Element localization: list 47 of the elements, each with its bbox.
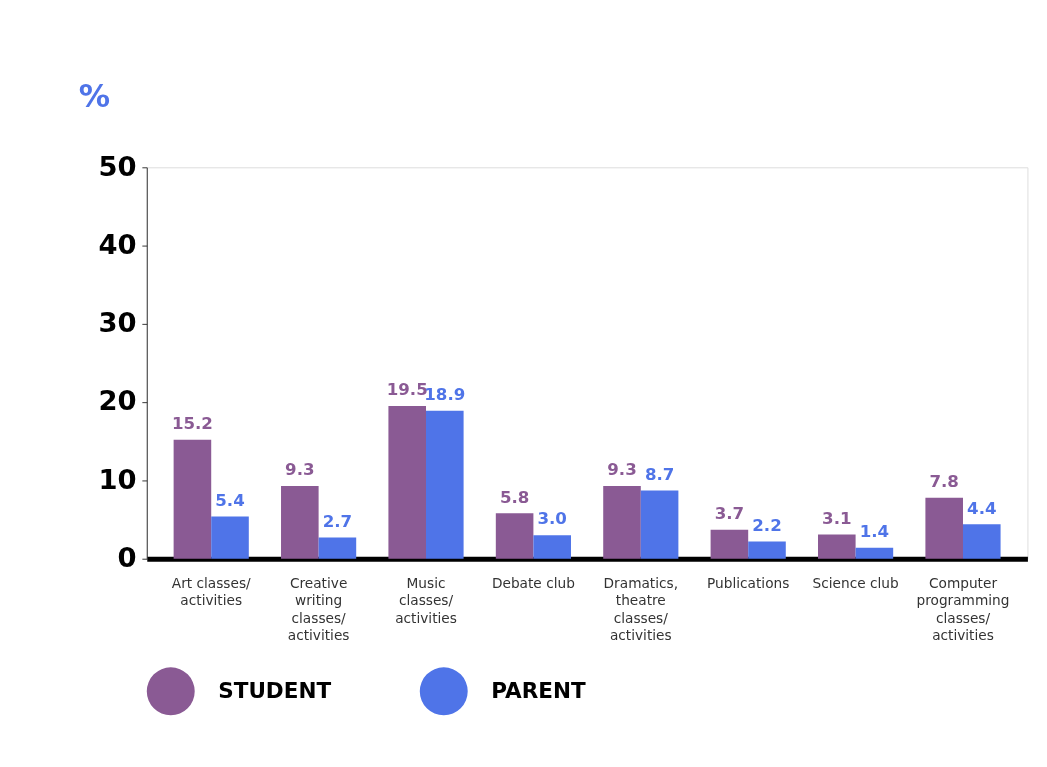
x-tick-label: Science club [812, 574, 899, 591]
legend-label: STUDENT [218, 678, 332, 704]
bar [173, 439, 212, 559]
data-label: 9.3 [607, 460, 637, 480]
bar [925, 497, 963, 559]
bar [318, 537, 357, 559]
data-label: 2.2 [752, 515, 782, 535]
x-tick-label: Debate club [491, 574, 575, 591]
data-label: 4.4 [967, 498, 997, 518]
y-tick-label: 0 [117, 542, 137, 574]
data-label: 7.8 [929, 471, 959, 491]
bar [495, 513, 534, 559]
bar [388, 406, 427, 559]
x-tick-label: Computer programming classes/activities [916, 574, 1010, 644]
data-label: 3.7 [714, 504, 745, 523]
bar [748, 541, 786, 559]
bar [640, 490, 679, 559]
bar [281, 485, 319, 559]
bar [603, 485, 641, 559]
x-tick-label: Publications [707, 574, 790, 591]
y-axis-title: % [78, 78, 111, 115]
bar [962, 524, 1001, 559]
x-tick-label: Art classes/activities [171, 574, 252, 609]
data-label: 1.4 [859, 522, 890, 541]
y-tick-label: 30 [98, 307, 137, 339]
bar [533, 535, 571, 559]
y-tick-label: 40 [98, 228, 137, 260]
data-label: 2.7 [322, 511, 353, 531]
y-tick-label: 10 [98, 463, 137, 495]
data-label: 5.8 [499, 487, 530, 507]
data-label: 9.3 [285, 460, 315, 480]
x-tick-label: Music classes/activities [395, 574, 457, 626]
x-tick-label: Creative writing classes/activities [287, 574, 350, 644]
legend-label: PARENT [491, 678, 586, 704]
x-tick-label: Dramatics, theatre classes/activities [603, 574, 679, 644]
data-label: 8.7 [644, 464, 675, 484]
data-label: 3.0 [537, 509, 567, 529]
bar [818, 534, 856, 559]
y-tick-label: 20 [98, 385, 137, 417]
bar [855, 547, 894, 559]
data-label: 15.2 [171, 413, 213, 433]
y-tick-label: 50 [98, 150, 137, 182]
bar [710, 529, 749, 559]
data-label: 5.4 [215, 490, 245, 510]
bar [426, 410, 464, 559]
data-label: 3.1 [822, 508, 852, 528]
bar [211, 516, 249, 559]
